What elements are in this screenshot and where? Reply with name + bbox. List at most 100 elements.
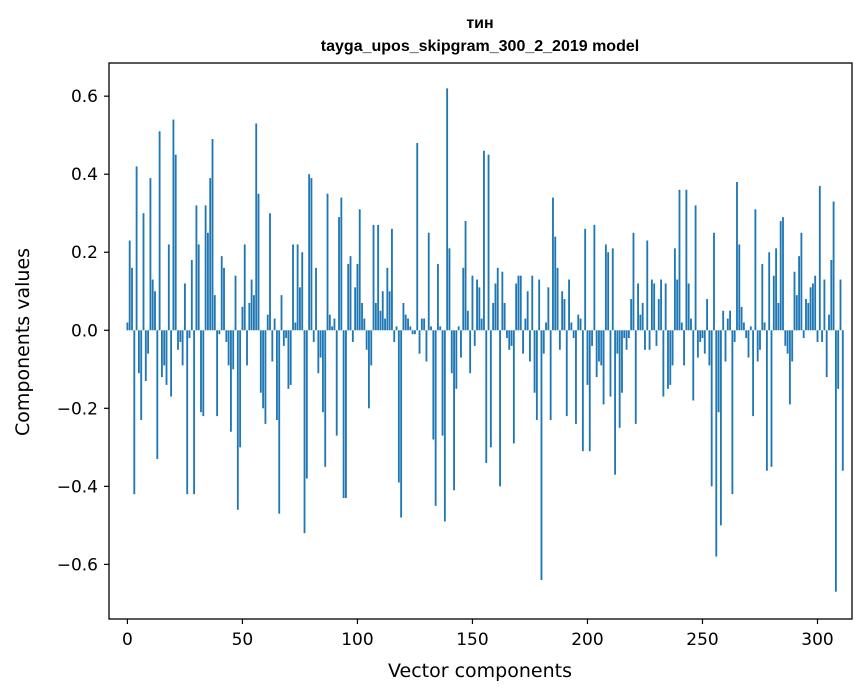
bar-component-73 xyxy=(294,322,297,331)
bar-component-183 xyxy=(547,287,550,331)
bar-component-305 xyxy=(828,314,830,331)
bar-component-257 xyxy=(717,330,720,413)
x-tick-label: 200 xyxy=(571,630,603,650)
bar-component-195 xyxy=(575,330,577,424)
x-tick-label: 300 xyxy=(801,630,833,650)
bar-component-246 xyxy=(692,330,695,401)
bar-component-138 xyxy=(443,330,446,522)
chart-title: тин xyxy=(466,15,493,32)
bar-component-228 xyxy=(650,279,653,331)
bar-component-302 xyxy=(821,330,824,342)
bar-component-239 xyxy=(676,279,679,331)
bar-component-236 xyxy=(669,330,672,385)
bar-component-2 xyxy=(131,267,133,331)
bar-component-69 xyxy=(285,330,288,339)
bar-component-34 xyxy=(204,205,207,331)
bar-component-48 xyxy=(236,330,239,510)
bar-component-185 xyxy=(552,197,554,331)
bar-component-286 xyxy=(784,330,787,346)
bar-component-140 xyxy=(448,248,451,331)
bar-component-5 xyxy=(137,330,140,374)
bar-component-266 xyxy=(738,244,741,331)
bar-component-124 xyxy=(411,330,414,335)
bar-component-288 xyxy=(788,330,791,405)
bar-component-272 xyxy=(752,330,755,417)
bar-component-142 xyxy=(453,330,455,491)
bar-component-56 xyxy=(255,123,258,331)
bar-component-204 xyxy=(595,330,598,378)
bar-component-174 xyxy=(526,291,529,331)
bar-component-31 xyxy=(197,244,200,331)
bar-component-212 xyxy=(614,330,616,475)
bar-component-148 xyxy=(466,310,469,331)
bar-component-88 xyxy=(328,314,331,331)
bar-component-181 xyxy=(542,330,545,354)
bar-component-280 xyxy=(770,330,773,467)
bar-component-8 xyxy=(144,330,147,381)
bar-component-216 xyxy=(623,330,626,339)
bar-component-144 xyxy=(457,326,460,331)
bar-component-191 xyxy=(565,330,568,417)
bar-component-291 xyxy=(795,295,798,331)
bar-component-199 xyxy=(584,228,587,331)
bar-component-259 xyxy=(722,310,725,331)
bar-component-225 xyxy=(644,330,646,350)
bar-component-164 xyxy=(503,302,506,331)
bar-component-155 xyxy=(483,150,485,331)
bar-component-147 xyxy=(464,221,467,331)
bar-component-297 xyxy=(809,287,812,331)
bar-component-51 xyxy=(243,244,246,331)
bar-component-76 xyxy=(301,252,304,331)
bar-component-87 xyxy=(326,193,329,331)
bar-component-35 xyxy=(206,232,209,331)
bar-component-11 xyxy=(151,279,154,331)
bar-component-190 xyxy=(563,299,566,331)
bar-component-281 xyxy=(772,275,775,331)
bar-component-309 xyxy=(837,330,840,389)
bar-component-62 xyxy=(269,213,271,331)
bar-component-213 xyxy=(616,330,619,354)
bar-component-27 xyxy=(188,330,191,339)
bar-component-149 xyxy=(469,330,472,374)
bar-component-242 xyxy=(683,330,685,366)
bar-component-300 xyxy=(816,330,819,342)
bar-component-36 xyxy=(209,178,212,331)
bar-component-217 xyxy=(625,330,628,350)
bar-component-129 xyxy=(423,318,426,331)
bar-component-269 xyxy=(745,330,748,339)
bar-component-44 xyxy=(227,330,230,366)
y-tick-label: −0.2 xyxy=(57,399,98,419)
bar-component-23 xyxy=(179,330,182,342)
bar-component-218 xyxy=(627,330,630,339)
bar-component-173 xyxy=(524,318,527,331)
bar-component-306 xyxy=(830,260,833,331)
bar-component-61 xyxy=(266,314,269,331)
bar-component-150 xyxy=(471,275,474,331)
bar-component-0 xyxy=(126,322,129,331)
bar-component-105 xyxy=(368,330,370,409)
bar-component-116 xyxy=(393,330,396,342)
bar-component-215 xyxy=(621,330,623,393)
bar-component-250 xyxy=(701,330,704,339)
bar-component-30 xyxy=(195,205,198,331)
bar-component-176 xyxy=(531,275,534,331)
bar-component-108 xyxy=(374,302,377,331)
bar-component-119 xyxy=(400,330,403,518)
bar-component-3 xyxy=(133,330,136,495)
x-tick-label: 100 xyxy=(341,630,373,650)
bar-component-182 xyxy=(545,322,547,331)
bar-component-241 xyxy=(680,322,683,331)
y-tick-label: 0.0 xyxy=(71,321,98,341)
bar-component-125 xyxy=(414,330,416,335)
bar-component-260 xyxy=(724,330,727,362)
bar-component-162 xyxy=(499,330,501,487)
bar-component-261 xyxy=(726,318,729,331)
bar-component-86 xyxy=(324,330,327,467)
y-tick-label: 0.6 xyxy=(71,87,98,107)
x-tick-label: 50 xyxy=(232,630,254,650)
bar-component-210 xyxy=(609,330,612,397)
bar-component-24 xyxy=(181,330,184,366)
bar-component-202 xyxy=(591,330,593,346)
bar-component-223 xyxy=(639,314,642,331)
